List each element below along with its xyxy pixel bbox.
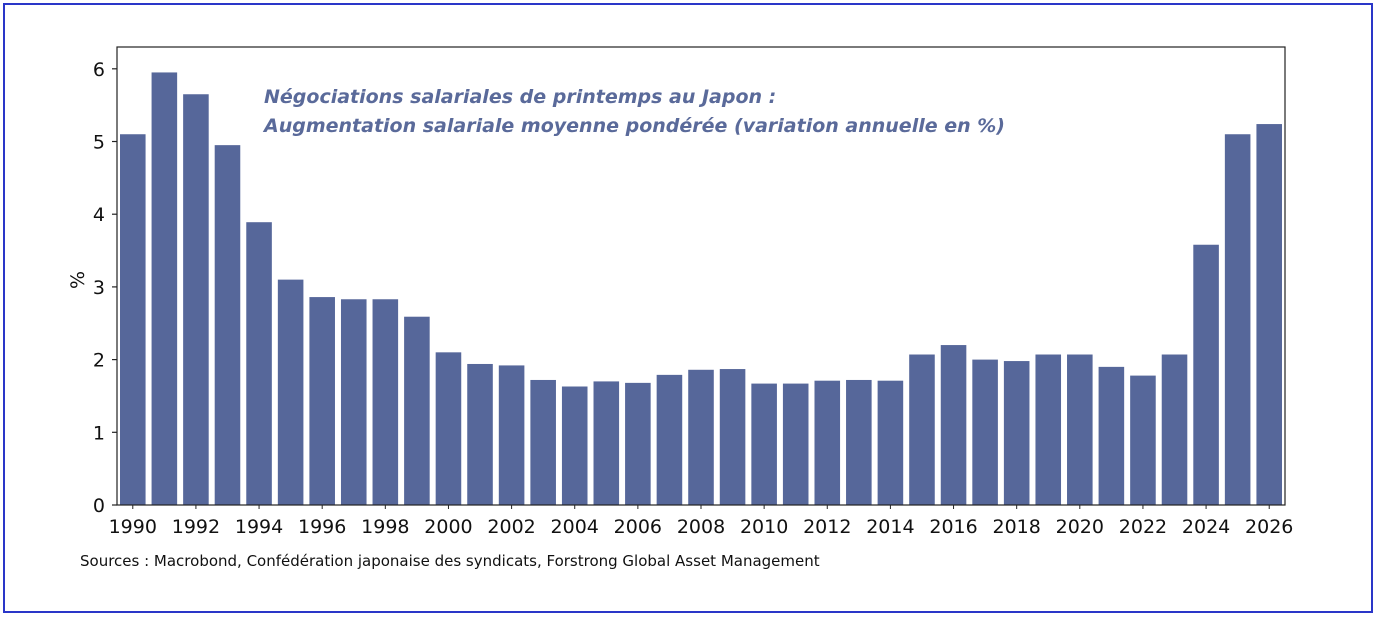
x-tick-label-2010: 2010	[740, 516, 788, 538]
bar-2022	[1130, 375, 1156, 505]
x-tick-label-2004: 2004	[551, 516, 599, 538]
chart-title-line-2: Augmentation salariale moyenne pondérée …	[262, 115, 1005, 137]
x-tick-label-2012: 2012	[803, 516, 851, 538]
bar-2023	[1161, 354, 1188, 505]
bar-2020	[1067, 354, 1093, 505]
x-tick-label-2016: 2016	[929, 516, 977, 538]
bar-1991	[151, 72, 178, 505]
x-tick-label-1998: 1998	[361, 516, 409, 538]
x-tick-label-2002: 2002	[487, 516, 535, 538]
y-axis-label: %	[67, 271, 89, 289]
x-tick-label-1990: 1990	[109, 516, 157, 538]
bar-2004	[561, 386, 588, 505]
bar-2017	[972, 359, 998, 505]
bar-1994	[246, 222, 272, 505]
bar-1995	[277, 279, 304, 505]
y-tick-label-0: 0	[93, 495, 105, 517]
y-tick-label-2: 2	[93, 350, 105, 372]
bar-1992	[183, 94, 209, 505]
axes-group: 0 1 2 3 4 5 6 1990 1992 1994 1996 1998 2000 2002 2004 2…	[93, 46, 1293, 538]
bar-2018	[1003, 361, 1030, 505]
bar-2019	[1035, 354, 1062, 505]
bar-1996	[309, 297, 335, 505]
y-tick-label-6: 6	[93, 59, 105, 81]
bar-2026	[1256, 124, 1282, 505]
y-tick-label-3: 3	[93, 277, 105, 299]
bar-2002	[498, 365, 525, 505]
x-tick-label-2000: 2000	[424, 516, 472, 538]
bar-2005	[593, 381, 620, 505]
x-tick-label-1994: 1994	[235, 516, 283, 538]
bars-group	[120, 72, 1282, 506]
bar-2009	[719, 369, 746, 505]
x-tick-label-2026: 2026	[1245, 516, 1293, 538]
bar-1998	[372, 299, 399, 505]
bar-2011	[782, 383, 809, 505]
chart-title-line-1: Négociations salariales de printemps au …	[264, 86, 776, 108]
bar-2025	[1224, 134, 1251, 506]
bar-2007	[656, 374, 683, 505]
x-tick-label-2018: 2018	[992, 516, 1040, 538]
bar-1999	[404, 316, 430, 505]
bar-2000	[435, 352, 462, 505]
bar-2008	[688, 369, 714, 505]
bar-2010	[751, 383, 777, 505]
x-tick-label-1996: 1996	[298, 516, 346, 538]
x-tick-label-2014: 2014	[866, 516, 914, 538]
bar-2006	[625, 382, 651, 505]
source-note: Sources : Macrobond, Confédération japon…	[80, 552, 820, 570]
bar-2015	[909, 354, 935, 505]
bar-2016	[940, 345, 967, 505]
bar-1993	[214, 145, 241, 505]
x-tick-label-2006: 2006	[614, 516, 662, 538]
bar-2003	[530, 379, 556, 505]
bar-2024	[1193, 244, 1219, 506]
x-tick-label-2022: 2022	[1119, 516, 1167, 538]
bar-2013	[846, 379, 872, 505]
bar-1997	[340, 299, 367, 505]
bar-2021	[1098, 366, 1125, 505]
y-tick-label-1: 1	[93, 422, 105, 444]
y-tick-label-5: 5	[93, 132, 105, 154]
x-tick-label-1992: 1992	[172, 516, 220, 538]
bar-2014	[877, 380, 904, 505]
bar-1990	[120, 134, 146, 506]
x-tick-label-2020: 2020	[1056, 516, 1104, 538]
bar-2012	[814, 380, 841, 505]
x-tick-label-2008: 2008	[677, 516, 725, 538]
bar-2001	[467, 363, 493, 505]
x-tick-label-2024: 2024	[1182, 516, 1230, 538]
y-tick-label-4: 4	[93, 204, 105, 226]
